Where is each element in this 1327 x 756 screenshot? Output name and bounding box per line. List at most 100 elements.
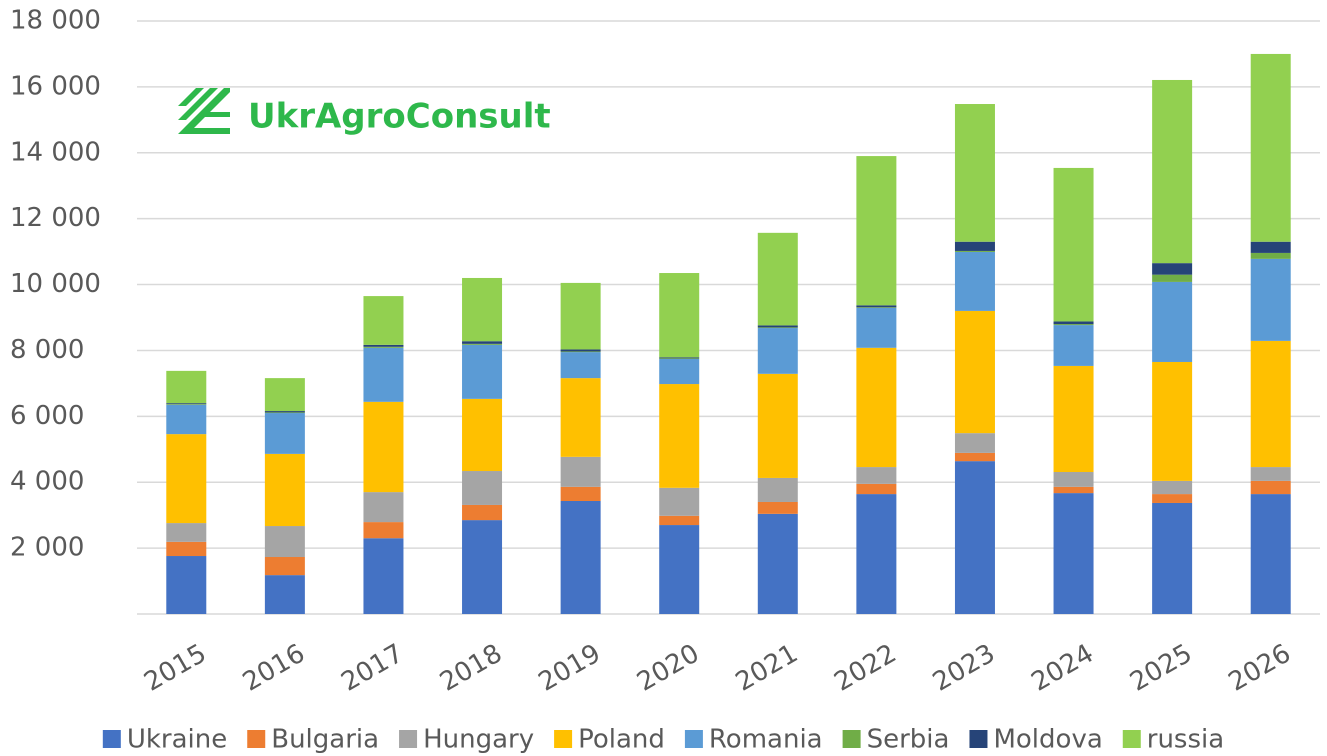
bar-segment xyxy=(1053,365,1094,473)
legend-swatch xyxy=(554,730,573,748)
x-tick-label: 2026 xyxy=(1224,639,1296,698)
bar-segment xyxy=(1250,252,1291,259)
bar-segment xyxy=(1250,241,1291,253)
bar-segment xyxy=(166,556,207,614)
bar-segment xyxy=(166,541,207,557)
legend-label: Poland xyxy=(578,725,665,755)
y-tick-label: 10 000 xyxy=(10,269,101,299)
legend-label: Ukraine xyxy=(127,725,227,755)
legend-label: Moldova xyxy=(993,725,1102,755)
x-tick-label: 2017 xyxy=(336,639,408,698)
bar-segment xyxy=(1152,480,1193,495)
legend-swatch xyxy=(842,730,861,748)
bar-segment xyxy=(1053,493,1094,614)
legend-label: Bulgaria xyxy=(271,725,379,755)
bar-segment xyxy=(166,523,207,542)
bar-segment xyxy=(1152,494,1193,503)
bar-segment xyxy=(363,538,404,614)
bar-segment xyxy=(264,557,305,576)
bar-segment xyxy=(856,483,897,495)
legend-label: Romania xyxy=(709,725,823,755)
bar-segment xyxy=(1250,494,1291,614)
x-tick-label: 2022 xyxy=(829,639,901,698)
bar-segment xyxy=(462,398,503,472)
bar-segment xyxy=(757,325,798,328)
bar-segment xyxy=(363,347,404,402)
y-tick-label: 18 000 xyxy=(10,6,101,36)
bar-segment xyxy=(954,241,995,251)
bar-segment xyxy=(166,404,207,405)
x-tick-label: 2018 xyxy=(435,639,507,698)
bar-segment xyxy=(462,520,503,614)
bar-segment xyxy=(363,346,404,348)
bar-segment xyxy=(757,328,798,374)
bar-segment xyxy=(264,575,305,614)
bar-segment xyxy=(1152,274,1193,282)
bar-segment xyxy=(659,487,700,516)
bar-segment xyxy=(560,351,601,353)
bar-segment xyxy=(1053,167,1094,322)
x-tick-label: 2019 xyxy=(534,639,606,698)
bar-segment xyxy=(757,513,798,614)
bar-segment xyxy=(856,305,897,308)
legend-label: Serbia xyxy=(867,725,950,755)
bar-segment xyxy=(659,358,700,360)
bar-segment xyxy=(462,504,503,521)
bar-segment xyxy=(560,378,601,457)
bar-segment xyxy=(560,501,601,614)
bar-segment xyxy=(856,307,897,308)
bar-segment xyxy=(659,525,700,614)
bar-segment xyxy=(1250,467,1291,481)
bar-segment xyxy=(166,370,207,404)
bar-segment xyxy=(954,433,995,453)
bar-segment xyxy=(166,404,207,435)
bar-segment xyxy=(954,461,995,614)
y-tick-label: 14 000 xyxy=(10,137,101,167)
bar-segment xyxy=(462,471,503,505)
bar-segment xyxy=(1152,361,1193,481)
bar-segment xyxy=(264,411,305,413)
bar-segment xyxy=(757,477,798,502)
bar-segment xyxy=(166,403,207,405)
bar-segment xyxy=(1250,480,1291,495)
bar-segment xyxy=(1250,340,1291,468)
bar-segment xyxy=(363,344,404,347)
bar-segment xyxy=(659,515,700,526)
x-tick-label: 2025 xyxy=(1125,639,1197,698)
bar-segment xyxy=(363,522,404,539)
legend-swatch xyxy=(969,730,988,748)
bar-segment xyxy=(659,357,700,359)
bar-segment xyxy=(856,467,897,484)
x-tick-label: 2015 xyxy=(139,639,211,698)
bar-segment xyxy=(462,277,503,342)
logo-icon xyxy=(178,88,230,134)
bar-segment xyxy=(954,452,995,462)
bar-segment xyxy=(659,273,700,358)
legend-label: Hungary xyxy=(423,725,534,755)
bar-segment xyxy=(363,401,404,493)
bar-segment xyxy=(462,341,503,344)
x-tick-label: 2016 xyxy=(238,639,310,698)
bar-segment xyxy=(954,310,995,434)
bar-segment xyxy=(954,251,995,311)
legend-swatch xyxy=(1122,730,1141,748)
bar-segment xyxy=(264,526,305,558)
bar-segment xyxy=(264,413,305,454)
bar-segment xyxy=(1250,53,1291,242)
bar-segment xyxy=(856,494,897,614)
bar-segment xyxy=(462,343,503,345)
legend-swatch xyxy=(684,730,703,748)
bar-segment xyxy=(757,232,798,326)
x-tick-label: 2021 xyxy=(731,639,803,698)
y-tick-label: 6 000 xyxy=(10,401,84,431)
bar-segment xyxy=(264,453,305,527)
legend-swatch xyxy=(247,730,266,748)
bar-segment xyxy=(659,384,700,488)
bar-segment xyxy=(264,378,305,412)
bar-segment xyxy=(757,327,798,329)
bar-segment xyxy=(659,359,700,385)
bar-segment xyxy=(1152,79,1193,264)
x-tick-label: 2023 xyxy=(928,639,1000,698)
bar-segment xyxy=(560,456,601,487)
